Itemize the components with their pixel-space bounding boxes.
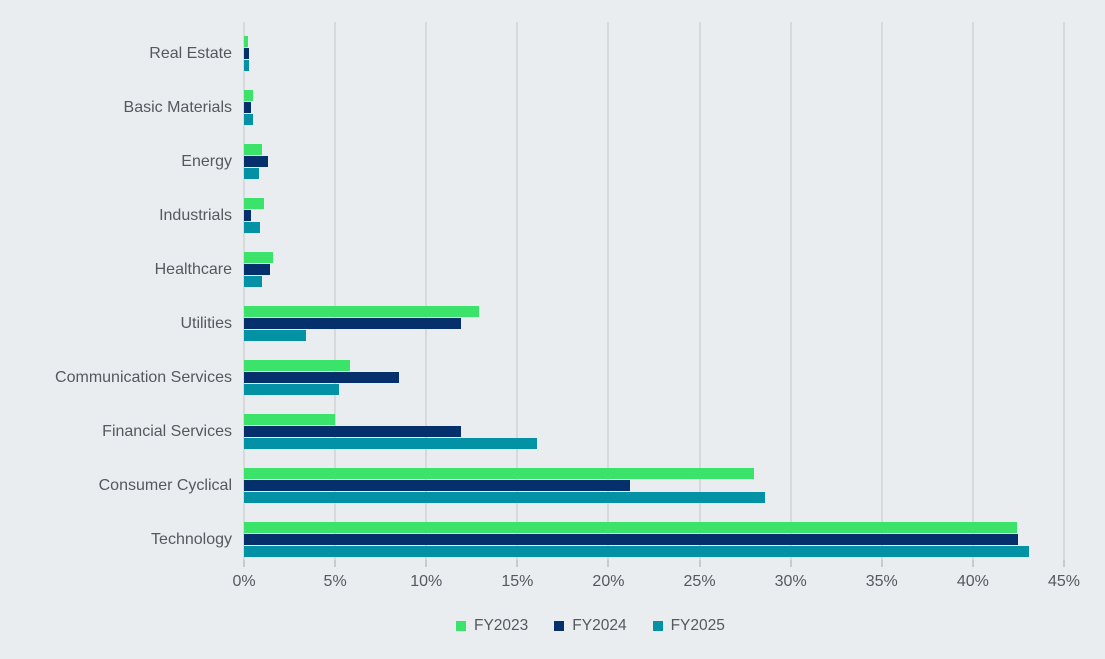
x-tick-label-10-: 10% [410,573,443,590]
bar-healthcare-fy2023 [244,252,274,263]
gridline-5- [334,22,337,560]
bar-healthcare-fy2025 [244,276,263,287]
x-tickmark [698,560,701,567]
bar-industrials-fy2025 [244,222,261,233]
gridline-0- [243,22,245,560]
bar-consumer-cyclical-fy2023 [244,468,755,479]
x-tickmark [516,560,519,567]
x-tick-label-30-: 30% [774,573,807,590]
x-tickmark [243,560,245,567]
bar-financial-services-fy2023 [244,414,336,425]
x-tickmark [1063,560,1065,567]
bar-energy-fy2024 [244,156,268,167]
bar-real-estate-fy2024 [244,48,250,59]
category-label-financial-services: Financial Services [102,422,232,440]
bar-real-estate-fy2025 [244,60,250,71]
gridline-15- [516,22,519,560]
category-label-communication-services: Communication Services [55,368,232,386]
category-label-basic-materials: Basic Materials [123,98,232,116]
legend-item-fy2023: FY2023 [456,617,528,635]
gridline-45- [1063,22,1065,560]
legend-swatch-fy2024 [554,621,565,631]
legend-swatch-fy2023 [456,621,466,631]
gridline-10- [425,22,428,560]
x-tick-label-0-: 0% [232,573,256,590]
bar-healthcare-fy2024 [244,264,270,275]
legend-swatch-fy2025 [652,621,663,631]
x-tickmark [607,560,610,567]
x-tick-label-40-: 40% [956,573,989,590]
gridline-35- [880,22,883,560]
legend-item-fy2025: FY2025 [652,617,725,635]
bar-technology-fy2024 [244,534,1019,545]
bar-utilities-fy2023 [244,306,480,317]
category-label-technology: Technology [151,530,232,548]
bar-utilities-fy2025 [244,330,306,341]
category-label-consumer-cyclical: Consumer Cyclical [98,476,232,494]
bar-communication-services-fy2023 [244,360,350,371]
x-tick-label-35-: 35% [865,573,898,590]
bar-basic-materials-fy2025 [244,114,254,125]
legend-item-fy2024: FY2024 [554,617,627,635]
category-label-energy: Energy [181,152,232,170]
x-tickmark [334,560,337,567]
x-tick-label-45-: 45% [1047,573,1081,590]
bar-basic-materials-fy2023 [244,90,254,101]
category-label-utilities: Utilities [180,314,232,332]
category-label-healthcare: Healthcare [154,260,232,278]
bar-consumer-cyclical-fy2024 [244,480,631,491]
x-tick-label-15-: 15% [501,573,534,590]
bar-technology-fy2025 [244,546,1030,557]
gridline-25- [698,22,701,560]
gridline-20- [607,22,610,560]
x-tickmark [880,560,883,567]
bar-energy-fy2025 [244,168,259,179]
legend-label-fy2025: FY2025 [670,617,725,634]
gridline-30- [789,22,792,560]
bar-technology-fy2023 [244,522,1017,533]
x-tick-label-20-: 20% [592,573,625,590]
bar-communication-services-fy2025 [244,384,339,395]
bar-industrials-fy2024 [244,210,252,221]
bar-financial-services-fy2024 [244,426,461,437]
legend-label-fy2024: FY2024 [572,617,627,634]
bar-real-estate-fy2023 [244,36,248,47]
x-tickmark [425,560,428,567]
bar-consumer-cyclical-fy2025 [244,492,766,503]
gridline-40- [971,22,974,560]
bar-financial-services-fy2025 [244,438,538,449]
category-label-industrials: Industrials [159,206,232,224]
legend-label-fy2023: FY2023 [474,617,529,634]
x-tickmark [789,560,792,567]
bar-basic-materials-fy2024 [244,102,252,113]
x-tick-label-5-: 5% [323,573,347,590]
x-tickmark [971,560,974,567]
plot-area [243,22,1065,567]
x-tick-label-25-: 25% [683,573,716,590]
category-label-real-estate: Real Estate [149,44,232,62]
bar-communication-services-fy2024 [244,372,399,383]
bar-energy-fy2023 [244,144,263,155]
bar-industrials-fy2023 [244,198,265,209]
bar-utilities-fy2024 [244,318,461,329]
legend: FY2023 FY2024 FY2025 [456,616,725,636]
